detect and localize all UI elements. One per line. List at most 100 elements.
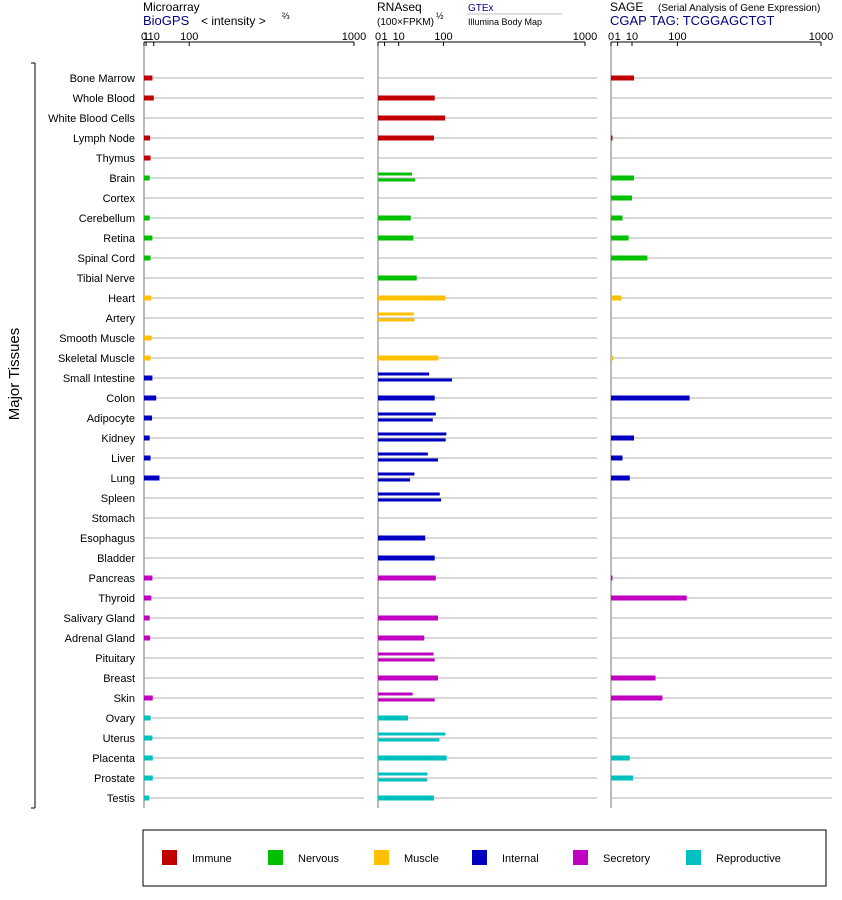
tick-label: 0 bbox=[608, 31, 614, 43]
data-bar bbox=[144, 475, 160, 481]
data-bar bbox=[378, 312, 414, 316]
data-bar bbox=[611, 175, 635, 181]
tissue-label: Skin bbox=[114, 693, 135, 705]
data-bar bbox=[378, 318, 415, 322]
legend-item-nervous: Nervous bbox=[268, 850, 339, 865]
legend-swatch bbox=[162, 850, 177, 865]
tissue-label: Brain bbox=[109, 173, 135, 185]
tick-label: 1000 bbox=[342, 31, 366, 43]
legend-item-secretory: Secretory bbox=[573, 850, 651, 865]
tissue-label: Retina bbox=[103, 233, 136, 245]
legend-swatch bbox=[573, 850, 588, 865]
legend-label: Immune bbox=[192, 853, 232, 865]
legend-swatch bbox=[268, 850, 283, 865]
tick-label: 100 bbox=[434, 31, 452, 43]
tissue-label: Skeletal Muscle bbox=[58, 353, 135, 365]
data-bar bbox=[144, 375, 153, 381]
data-bar bbox=[378, 575, 436, 581]
legend-label: Secretory bbox=[603, 853, 651, 865]
data-bar bbox=[611, 675, 656, 681]
tick-label: 10 bbox=[393, 31, 405, 43]
data-bar bbox=[611, 235, 629, 241]
data-bar bbox=[378, 115, 446, 121]
data-bar bbox=[378, 658, 435, 662]
tissue-label: Small Intestine bbox=[63, 373, 135, 385]
tissue-label: Pancreas bbox=[89, 573, 136, 585]
data-bar bbox=[611, 435, 635, 441]
data-bar bbox=[378, 295, 446, 301]
data-bar bbox=[378, 698, 435, 702]
tick-label: 10 bbox=[148, 31, 160, 43]
data-bar bbox=[144, 235, 153, 241]
tissue-label: Tibial Nerve bbox=[77, 273, 135, 285]
tissue-label: Lymph Node bbox=[73, 133, 135, 145]
data-bar bbox=[378, 652, 434, 656]
source-label-2: Illumina Body Map bbox=[468, 17, 542, 27]
y-axis-bracket bbox=[31, 62, 36, 809]
data-bar bbox=[378, 275, 417, 281]
data-bar bbox=[378, 215, 411, 221]
tick-label: 100 bbox=[668, 31, 686, 43]
tissue-label: Breast bbox=[103, 673, 135, 685]
legend-item-internal: Internal bbox=[472, 850, 539, 865]
panel-title: Microarray bbox=[143, 0, 200, 14]
data-bar bbox=[378, 478, 411, 482]
data-bar bbox=[378, 178, 416, 182]
tick-label: 10 bbox=[626, 31, 638, 43]
data-bar bbox=[144, 255, 151, 261]
data-bar bbox=[144, 395, 157, 401]
tick-label: 100 bbox=[180, 31, 198, 43]
data-bar bbox=[611, 135, 613, 141]
tick-label: 1 bbox=[143, 31, 149, 43]
tissue-label: Smooth Muscle bbox=[59, 333, 135, 345]
tissue-label: Liver bbox=[111, 453, 135, 465]
tissue-label: Bone Marrow bbox=[70, 73, 135, 85]
source-label: GTEx bbox=[468, 3, 494, 14]
data-bar bbox=[144, 135, 151, 141]
legend: Immune Nervous Muscle Internal Secretory Repr… bbox=[142, 829, 827, 887]
tick-label: 1 bbox=[615, 31, 621, 43]
data-bar bbox=[378, 615, 438, 621]
data-bar bbox=[144, 615, 150, 621]
panel-subtitle: BioGPS bbox=[143, 13, 190, 28]
legend-item-reproductive: Reproductive bbox=[686, 850, 781, 865]
data-bar bbox=[611, 575, 613, 581]
data-bar bbox=[378, 492, 440, 496]
data-bar bbox=[378, 635, 425, 641]
data-bar bbox=[144, 575, 153, 581]
tissue-label: Placenta bbox=[92, 753, 136, 765]
data-bar bbox=[144, 755, 153, 761]
panel-title: SAGE bbox=[610, 0, 643, 14]
legend-swatch bbox=[374, 850, 389, 865]
data-bar bbox=[378, 732, 446, 736]
data-bar bbox=[144, 155, 151, 161]
tissue-label: Pituitary bbox=[95, 653, 135, 665]
data-bar bbox=[144, 335, 152, 341]
legend-label: Internal bbox=[502, 853, 539, 865]
data-bar bbox=[378, 472, 415, 476]
legend-item-immune: Immune bbox=[162, 850, 232, 865]
tissue-label: Heart bbox=[108, 293, 135, 305]
data-bar bbox=[378, 778, 427, 782]
data-bar bbox=[144, 95, 154, 101]
data-bar bbox=[378, 692, 413, 696]
data-bar bbox=[144, 75, 153, 81]
data-bar bbox=[611, 475, 630, 481]
data-bar bbox=[144, 295, 152, 301]
tissue-label: Cortex bbox=[103, 193, 136, 205]
data-bar bbox=[378, 458, 438, 462]
y-axis-label: Major Tissues bbox=[6, 328, 23, 421]
panel-subtitle: (100×FPKM) bbox=[377, 17, 434, 28]
tissue-label: Ovary bbox=[106, 713, 136, 725]
data-bar bbox=[378, 418, 433, 422]
panel-title-note: (Serial Analysis of Gene Expression) bbox=[658, 3, 820, 14]
data-bar bbox=[378, 378, 453, 382]
data-bar bbox=[611, 215, 623, 221]
legend-item-muscle: Muscle bbox=[374, 850, 439, 865]
legend-swatch bbox=[472, 850, 487, 865]
data-bar bbox=[378, 235, 414, 241]
tick-label: 0 bbox=[375, 31, 381, 43]
data-bar bbox=[144, 695, 153, 701]
